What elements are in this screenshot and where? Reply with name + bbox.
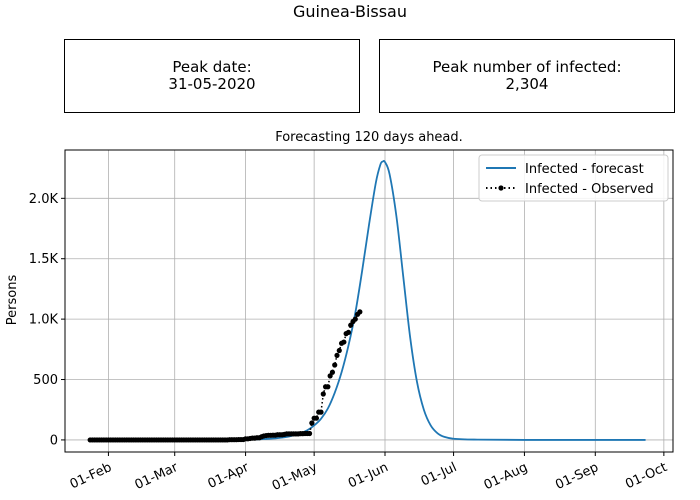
x-tick-label: 01-Feb [68, 460, 114, 492]
y-axis: 0 500 1.0K 1.5K 2.0K [29, 192, 65, 448]
legend: Infected - forecast Infected - Observed [478, 154, 669, 202]
series-observed [87, 309, 363, 443]
observed-point [334, 352, 340, 358]
y-tick-label: 2.0K [29, 192, 59, 207]
observed-point [336, 347, 342, 354]
peak-infected-box: Peak number of infected: 2,304 [379, 39, 675, 113]
y-tick-label: 1.5K [29, 252, 59, 267]
observed-point [332, 362, 338, 368]
legend-box [478, 154, 669, 202]
observed-point [309, 420, 315, 426]
x-tick-label: 01-Mar [133, 460, 181, 493]
observed-point [313, 415, 320, 421]
x-tick-label: 01-Jun [346, 460, 391, 491]
observed-point [325, 384, 331, 390]
x-tick-label: 01-Apr [206, 460, 252, 492]
x-tick-label: 01-Aug [482, 460, 530, 493]
x-tick-label: 01-Oct [623, 460, 669, 492]
observed-point [306, 430, 313, 437]
x-tick-label: 01-Sep [553, 460, 601, 493]
y-tick-label: 500 [33, 373, 58, 388]
observed-point [318, 409, 324, 415]
figure-title: Guinea-Bissau [292, 2, 407, 21]
observed-point [357, 309, 363, 315]
observed-point [345, 329, 352, 336]
legend-observed-label: Infected - Observed [525, 182, 654, 197]
peak-date-label: Peak date: [172, 58, 252, 76]
peak-infected-label: Peak number of infected: [432, 58, 622, 76]
peak-infected-value: 2,304 [505, 75, 549, 93]
peak-date-value: 31-05-2020 [168, 75, 256, 93]
x-tick-label: 01-Jul [419, 460, 459, 490]
series-forecast [90, 160, 646, 441]
observed-point [352, 316, 358, 322]
chart-title: Forecasting 120 days ahead. [275, 130, 463, 145]
peak-date-box: Peak date: 31-05-2020 [64, 39, 360, 113]
observed-point [320, 391, 326, 397]
legend-observed-marker [498, 185, 504, 191]
legend-forecast-label: Infected - forecast [525, 162, 644, 177]
y-tick-label: 0 [50, 433, 58, 448]
observed-point [341, 339, 347, 345]
plot-frame [64, 149, 674, 453]
y-axis-label: Persons [5, 275, 20, 326]
x-axis: 01-Feb 01-Mar 01-Apr 01-May 01-Jun 01-Jul 01-A… [68, 452, 670, 494]
forecast-line [90, 160, 646, 441]
x-tick-label: 01-May [270, 460, 320, 494]
y-tick-label: 1.0K [29, 313, 59, 328]
observed-point [329, 369, 336, 375]
